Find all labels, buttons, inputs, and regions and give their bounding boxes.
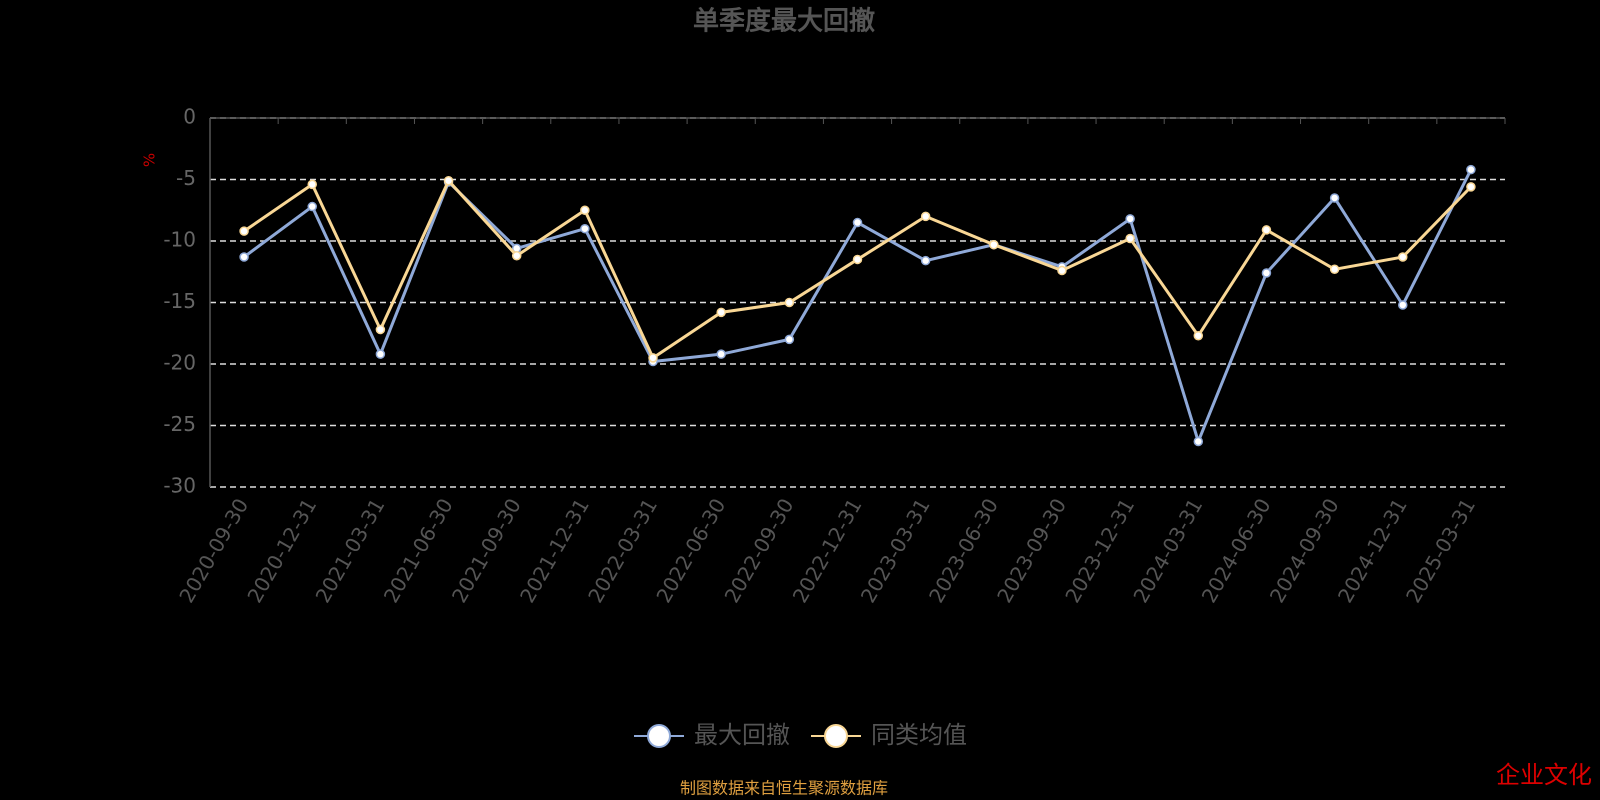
x-tick-label: 2022-09-30	[720, 494, 799, 607]
data-point	[239, 252, 249, 262]
data-point	[1125, 214, 1135, 224]
data-point	[1261, 268, 1272, 278]
y-tick-label: -30	[163, 474, 196, 498]
data-point	[1193, 330, 1204, 341]
x-tick-label: 2023-03-31	[856, 494, 935, 607]
watermark: 企业文化	[1496, 761, 1592, 789]
data-point	[784, 297, 795, 308]
data-point	[1125, 233, 1135, 244]
x-tick-label: 2023-06-30	[924, 494, 1003, 607]
data-point	[375, 349, 386, 359]
source-note: 制图数据来自恒生聚源数据库	[680, 779, 888, 798]
x-tick-label: 2023-12-31	[1060, 494, 1139, 607]
series-line	[243, 178, 1472, 361]
data-point	[1466, 182, 1476, 192]
x-tick-label: 2024-12-31	[1333, 494, 1412, 607]
x-tick-label: 2025-03-31	[1401, 494, 1480, 607]
data-point	[784, 334, 795, 345]
data-point	[511, 251, 522, 261]
data-point	[716, 349, 726, 359]
data-point	[443, 175, 454, 186]
data-point	[1398, 252, 1408, 262]
legend-label: 同类均值	[871, 721, 967, 749]
x-tick-label: 2021-03-31	[311, 494, 390, 607]
x-tick-label: 2020-09-30	[174, 494, 253, 607]
data-point	[1057, 265, 1067, 276]
y-tick-label: -25	[163, 412, 196, 436]
x-tick-label: 2022-12-31	[788, 494, 867, 607]
data-point	[920, 211, 931, 222]
data-point	[648, 353, 658, 363]
data-point	[716, 307, 726, 318]
x-tick-label: 2021-09-30	[447, 494, 526, 607]
data-point	[1466, 164, 1476, 175]
data-point	[307, 179, 317, 190]
data-point	[1329, 264, 1340, 275]
x-tick-label: 2024-03-31	[1128, 494, 1207, 607]
data-point	[989, 239, 999, 250]
y-tick-label: -10	[163, 228, 196, 252]
y-tick-label: 0	[183, 105, 196, 129]
data-point	[239, 226, 249, 236]
data-point	[1261, 225, 1272, 235]
y-axis-label: %	[141, 153, 159, 167]
series-line	[243, 168, 1473, 446]
y-tick-label: -5	[176, 166, 196, 190]
x-tick-label: 2023-09-30	[992, 494, 1071, 607]
data-point	[1193, 436, 1204, 447]
data-point	[580, 205, 590, 215]
x-tick-label: 2022-03-31	[583, 494, 662, 607]
legend-marker	[647, 724, 671, 748]
x-tick-label: 2021-06-30	[379, 494, 458, 607]
x-tick-label: 2024-06-30	[1197, 494, 1276, 607]
data-point	[1329, 193, 1340, 203]
x-tick-label: 2024-09-30	[1265, 494, 1344, 607]
y-tick-label: -15	[163, 289, 196, 313]
data-point	[307, 201, 317, 212]
data-point	[580, 223, 590, 234]
data-point	[852, 254, 863, 265]
x-tick-label: 2020-12-31	[242, 494, 321, 607]
chart-title: 单季度最大回撤	[693, 6, 875, 37]
legend-marker	[824, 724, 848, 748]
data-point	[920, 255, 931, 266]
y-tick-label: -20	[163, 351, 196, 375]
x-tick-label: 2021-12-31	[515, 494, 594, 607]
data-point	[852, 217, 863, 228]
x-tick-label: 2022-06-30	[651, 494, 730, 607]
data-point	[1398, 300, 1408, 310]
legend-label: 最大回撤	[694, 721, 790, 749]
data-point	[375, 324, 386, 335]
